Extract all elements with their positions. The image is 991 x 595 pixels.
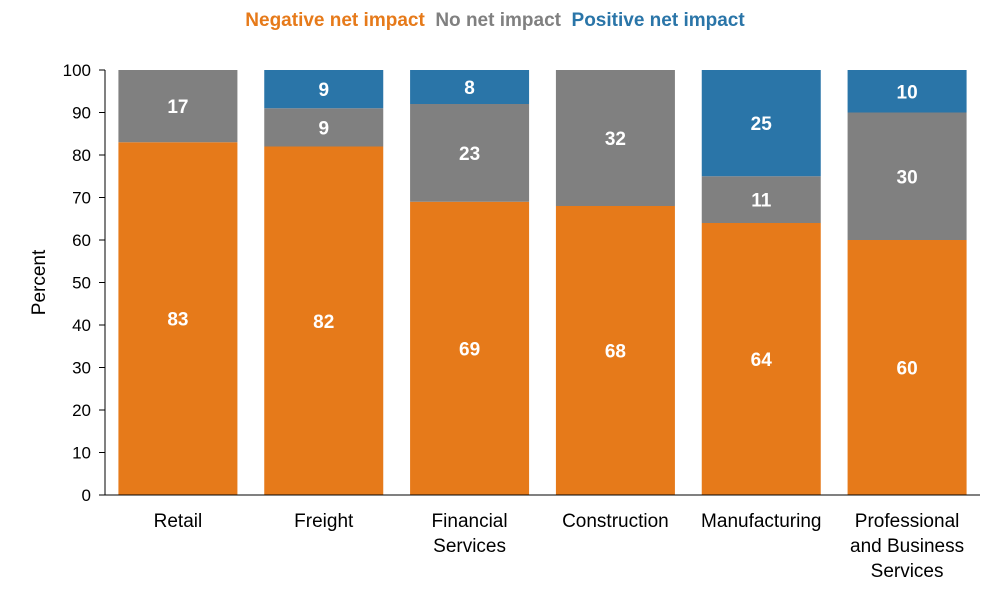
bar-no-net-impact-manufacturing — [701, 176, 821, 223]
bar-no-net-impact-freight — [264, 108, 384, 147]
legend-item-negative-net-impact: Negative net impact — [245, 10, 425, 31]
data-label-no-net-impact-construction: 32 — [605, 129, 626, 150]
data-label-no-net-impact-retail: 17 — [167, 97, 188, 118]
data-label-positive-net-impact-professional-and-business-services: 10 — [897, 82, 918, 103]
y-tick-label: 50 — [72, 274, 91, 293]
bar-positive-net-impact-professional-and-business-services — [847, 70, 967, 113]
legend: Negative net impact No net impact Positi… — [245, 10, 745, 31]
y-tick-label: 10 — [72, 444, 91, 463]
data-label-no-net-impact-financial-services: 23 — [459, 144, 480, 165]
x-axis: Retail Freight Financial Services Constructi… — [105, 494, 980, 582]
data-label-no-net-impact-professional-and-business-services: 30 — [897, 167, 918, 188]
data-label-no-net-impact-manufacturing: 11 — [751, 191, 772, 212]
data-label-negative-net-impact-professional-and-business-services: 60 — [897, 359, 918, 380]
y-axis-title: Percent — [29, 249, 50, 315]
y-tick-label: 70 — [72, 189, 91, 208]
bar-no-net-impact-financial-services — [410, 104, 530, 202]
bar-negative-net-impact-manufacturing — [701, 223, 821, 495]
data-label-negative-net-impact-manufacturing: 64 — [751, 350, 773, 371]
data-label-no-net-impact-freight: 9 — [318, 118, 329, 139]
y-tick-label: 90 — [72, 104, 91, 123]
x-category-label: Freight — [294, 511, 354, 532]
y-axis: 0 10 20 30 40 50 60 70 80 90 100 — [63, 61, 106, 505]
data-label-positive-net-impact-freight: 9 — [318, 80, 329, 101]
legend-item-no-net-impact: No net impact — [425, 10, 562, 31]
y-tick-label: 60 — [72, 231, 91, 250]
x-category-label: Retail — [154, 511, 203, 532]
data-label-negative-net-impact-freight: 82 — [313, 312, 334, 333]
bar-negative-net-impact-retail — [118, 142, 238, 495]
bar-positive-net-impact-freight — [264, 70, 384, 109]
legend-text: Negative net impact No net impact Positi… — [245, 10, 745, 31]
bar-negative-net-impact-financial-services — [410, 201, 530, 495]
data-label-positive-net-impact-manufacturing: 25 — [751, 114, 773, 135]
y-tick-label: 0 — [82, 486, 91, 505]
y-tick-label: 20 — [72, 401, 91, 420]
legend-item-positive-net-impact: Positive net impact — [561, 10, 745, 31]
bar-positive-net-impact-financial-services — [410, 70, 530, 104]
data-label-negative-net-impact-retail: 83 — [167, 310, 188, 331]
y-tick-label: 100 — [63, 61, 91, 80]
x-category-label: Financial Services — [432, 511, 508, 557]
bar-positive-net-impact-manufacturing — [701, 70, 821, 177]
x-category-label: Manufacturing — [701, 511, 821, 532]
data-label-negative-net-impact-construction: 68 — [605, 342, 626, 363]
bar-no-net-impact-retail — [118, 70, 238, 143]
bar-negative-net-impact-professional-and-business-services — [847, 240, 967, 495]
bar-no-net-impact-professional-and-business-services — [847, 112, 967, 240]
bar-negative-net-impact-construction — [555, 206, 675, 495]
y-tick-label: 40 — [72, 316, 91, 335]
bar-no-net-impact-construction — [555, 70, 675, 206]
bars: 83 17 82 9 9 69 23 8 68 32 64 11 25 60 30 10 — [118, 70, 967, 495]
x-category-label: Professional and Business Services — [850, 511, 964, 582]
data-label-positive-net-impact-financial-services: 8 — [464, 78, 475, 99]
y-tick-label: 30 — [72, 359, 91, 378]
bar-negative-net-impact-freight — [264, 146, 384, 495]
y-tick-label: 80 — [72, 146, 91, 165]
data-label-negative-net-impact-financial-services: 69 — [459, 339, 480, 360]
x-category-label: Construction — [562, 511, 669, 532]
